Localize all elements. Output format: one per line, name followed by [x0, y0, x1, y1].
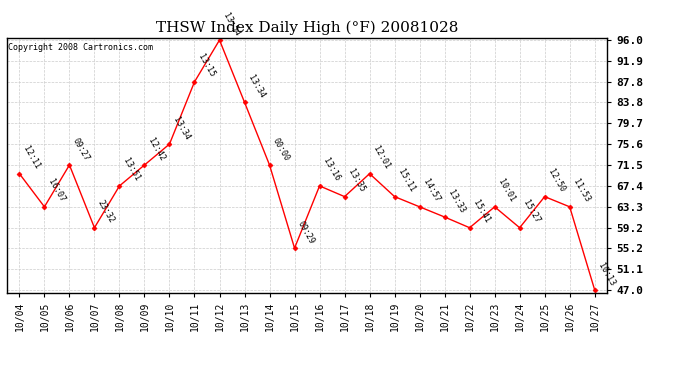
- Text: 13:33: 13:33: [446, 188, 466, 214]
- Text: 12:01: 12:01: [371, 145, 391, 171]
- Text: 10:01: 10:01: [496, 178, 516, 204]
- Text: 10:13: 10:13: [596, 261, 616, 287]
- Text: 12:11: 12:11: [21, 145, 41, 171]
- Text: 13:54: 13:54: [221, 11, 242, 37]
- Title: THSW Index Daily High (°F) 20081028: THSW Index Daily High (°F) 20081028: [156, 21, 458, 35]
- Text: 13:35: 13:35: [346, 168, 366, 194]
- Text: 14:57: 14:57: [421, 178, 442, 204]
- Text: 13:51: 13:51: [121, 157, 141, 183]
- Text: 15:41: 15:41: [471, 199, 491, 225]
- Text: 11:53: 11:53: [571, 178, 591, 204]
- Text: 12:50: 12:50: [546, 168, 566, 194]
- Text: 13:15: 13:15: [196, 53, 216, 79]
- Text: 15:27: 15:27: [521, 199, 542, 225]
- Text: 15:11: 15:11: [396, 168, 416, 194]
- Text: 00:00: 00:00: [271, 136, 291, 162]
- Text: 13:34: 13:34: [246, 74, 266, 99]
- Text: 13:34: 13:34: [171, 115, 191, 141]
- Text: 23:32: 23:32: [96, 199, 116, 225]
- Text: 09:29: 09:29: [296, 219, 316, 245]
- Text: 16:07: 16:07: [46, 178, 66, 204]
- Text: Copyright 2008 Cartronics.com: Copyright 2008 Cartronics.com: [8, 43, 153, 52]
- Text: 13:16: 13:16: [321, 157, 342, 183]
- Text: 09:27: 09:27: [71, 136, 91, 162]
- Text: 12:42: 12:42: [146, 136, 166, 162]
